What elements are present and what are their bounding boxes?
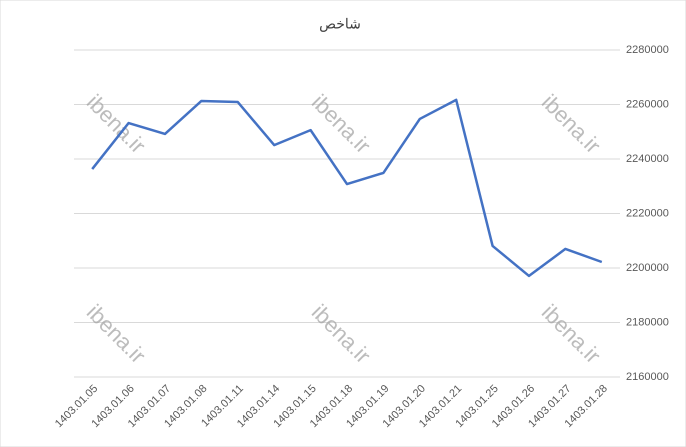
y-tick-label: 2280000: [626, 44, 669, 56]
y-tick-label: 2260000: [626, 98, 669, 110]
chart-title: شاخص: [319, 16, 361, 33]
y-tick-label: 2240000: [626, 153, 669, 165]
y-tick-label: 2180000: [626, 316, 669, 328]
y-tick-label: 2220000: [626, 207, 669, 219]
y-tick-label: 2200000: [626, 262, 669, 274]
line: [91, 98, 603, 278]
y-tick-label: 2160000: [626, 371, 669, 383]
